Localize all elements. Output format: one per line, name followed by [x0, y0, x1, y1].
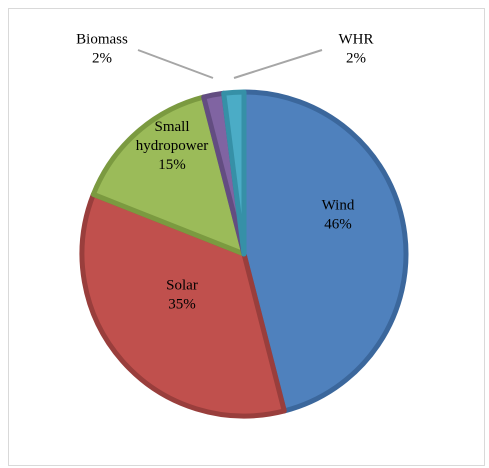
data-label-biomass: Biomass 2% [76, 32, 128, 67]
pie-slice-solar [79, 191, 287, 419]
pie-slice-whr [221, 89, 247, 257]
data-label-wind: Wind 46% [322, 198, 355, 233]
leader-line-biomass [137, 49, 214, 79]
leader-line-whr [233, 49, 323, 79]
pie-slice-wind [241, 89, 409, 414]
pie-slice-small-hydropower [90, 94, 247, 257]
data-label-solar: Solar 35% [166, 278, 198, 313]
data-label-whr: WHR 2% [339, 32, 374, 67]
data-label-small-hydropower: Small hydropower 15% [136, 119, 208, 173]
